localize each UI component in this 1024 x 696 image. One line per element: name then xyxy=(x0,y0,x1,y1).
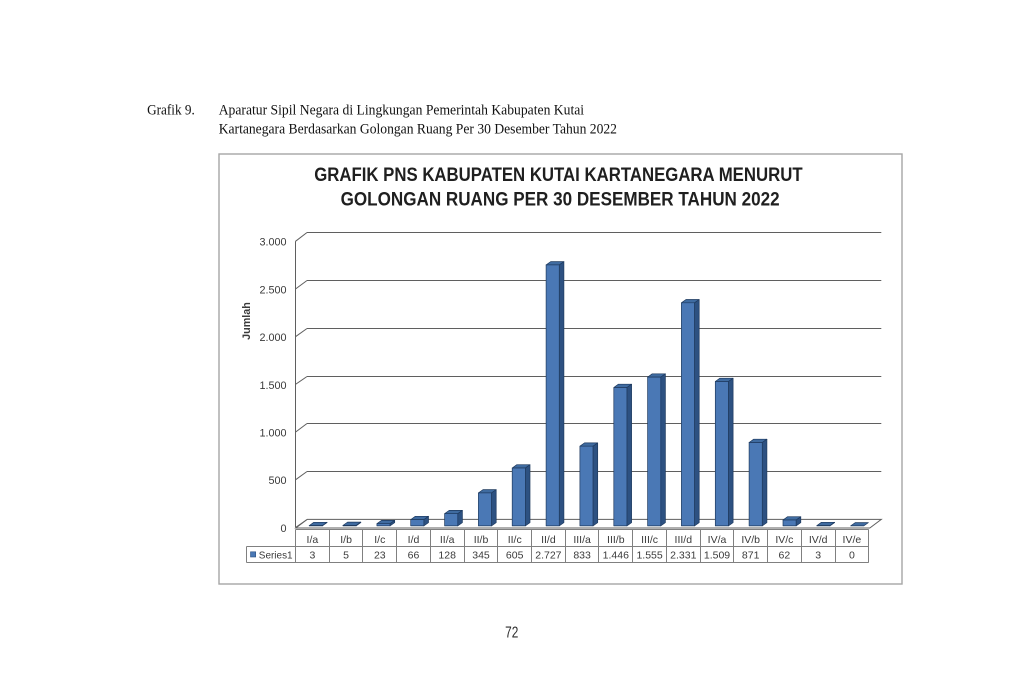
svg-text:0: 0 xyxy=(280,523,286,535)
svg-text:128: 128 xyxy=(438,549,456,561)
svg-text:III/a: III/a xyxy=(573,534,591,546)
svg-text:833: 833 xyxy=(573,549,591,561)
svg-text:0: 0 xyxy=(849,549,855,561)
svg-text:2.500: 2.500 xyxy=(259,284,286,296)
svg-text:Series1: Series1 xyxy=(259,549,293,561)
svg-text:5: 5 xyxy=(343,549,349,561)
svg-text:IV/a: IV/a xyxy=(708,534,727,546)
svg-text:2.000: 2.000 xyxy=(259,332,286,344)
svg-text:871: 871 xyxy=(742,549,760,561)
svg-text:GRAFIK PNS KABUPATEN KUTAI KAR: GRAFIK PNS KABUPATEN KUTAI KARTANEGARA M… xyxy=(314,164,802,186)
svg-text:1.000: 1.000 xyxy=(259,428,286,440)
svg-text:I/b: I/b xyxy=(340,534,352,546)
svg-text:IV/d: IV/d xyxy=(809,534,828,546)
svg-text:Grafik 9.: Grafik 9. xyxy=(147,102,195,118)
svg-text:IV/c: IV/c xyxy=(775,534,793,546)
svg-text:2.331: 2.331 xyxy=(670,549,696,561)
svg-text:345: 345 xyxy=(472,549,490,561)
svg-text:III/c: III/c xyxy=(641,534,658,546)
svg-text:IV/e: IV/e xyxy=(843,534,862,546)
svg-text:62: 62 xyxy=(779,549,791,561)
svg-text:III/b: III/b xyxy=(607,534,625,546)
svg-text:1.446: 1.446 xyxy=(603,549,629,561)
svg-text:I/d: I/d xyxy=(408,534,420,546)
svg-text:Jumlah: Jumlah xyxy=(241,302,253,340)
svg-text:3.000: 3.000 xyxy=(259,237,286,249)
svg-text:Kartanegara Berdasarkan Golong: Kartanegara Berdasarkan Golongan Ruang P… xyxy=(219,121,617,137)
svg-text:1.555: 1.555 xyxy=(636,549,662,561)
svg-text:Aparatur Sipil Negara di Lingk: Aparatur Sipil Negara di Lingkungan Peme… xyxy=(219,102,584,118)
svg-text:2.727: 2.727 xyxy=(535,549,561,561)
svg-text:III/d: III/d xyxy=(675,534,693,546)
svg-text:72: 72 xyxy=(505,625,518,642)
svg-text:1.509: 1.509 xyxy=(704,549,730,561)
svg-text:23: 23 xyxy=(374,549,386,561)
svg-text:IV/b: IV/b xyxy=(741,534,760,546)
svg-text:I/a: I/a xyxy=(307,534,319,546)
svg-text:GOLONGAN RUANG PER 30 DESEMBER: GOLONGAN RUANG PER 30 DESEMBER TAHUN 202… xyxy=(341,189,780,211)
svg-text:3: 3 xyxy=(309,549,315,561)
svg-text:II/b: II/b xyxy=(474,534,489,546)
svg-text:I/c: I/c xyxy=(374,534,385,546)
svg-text:66: 66 xyxy=(408,549,420,561)
svg-text:500: 500 xyxy=(268,475,286,487)
svg-text:II/a: II/a xyxy=(440,534,455,546)
svg-text:1.500: 1.500 xyxy=(259,380,286,392)
svg-text:605: 605 xyxy=(506,549,524,561)
svg-text:II/c: II/c xyxy=(508,534,522,546)
svg-text:II/d: II/d xyxy=(541,534,556,546)
svg-text:3: 3 xyxy=(815,549,821,561)
